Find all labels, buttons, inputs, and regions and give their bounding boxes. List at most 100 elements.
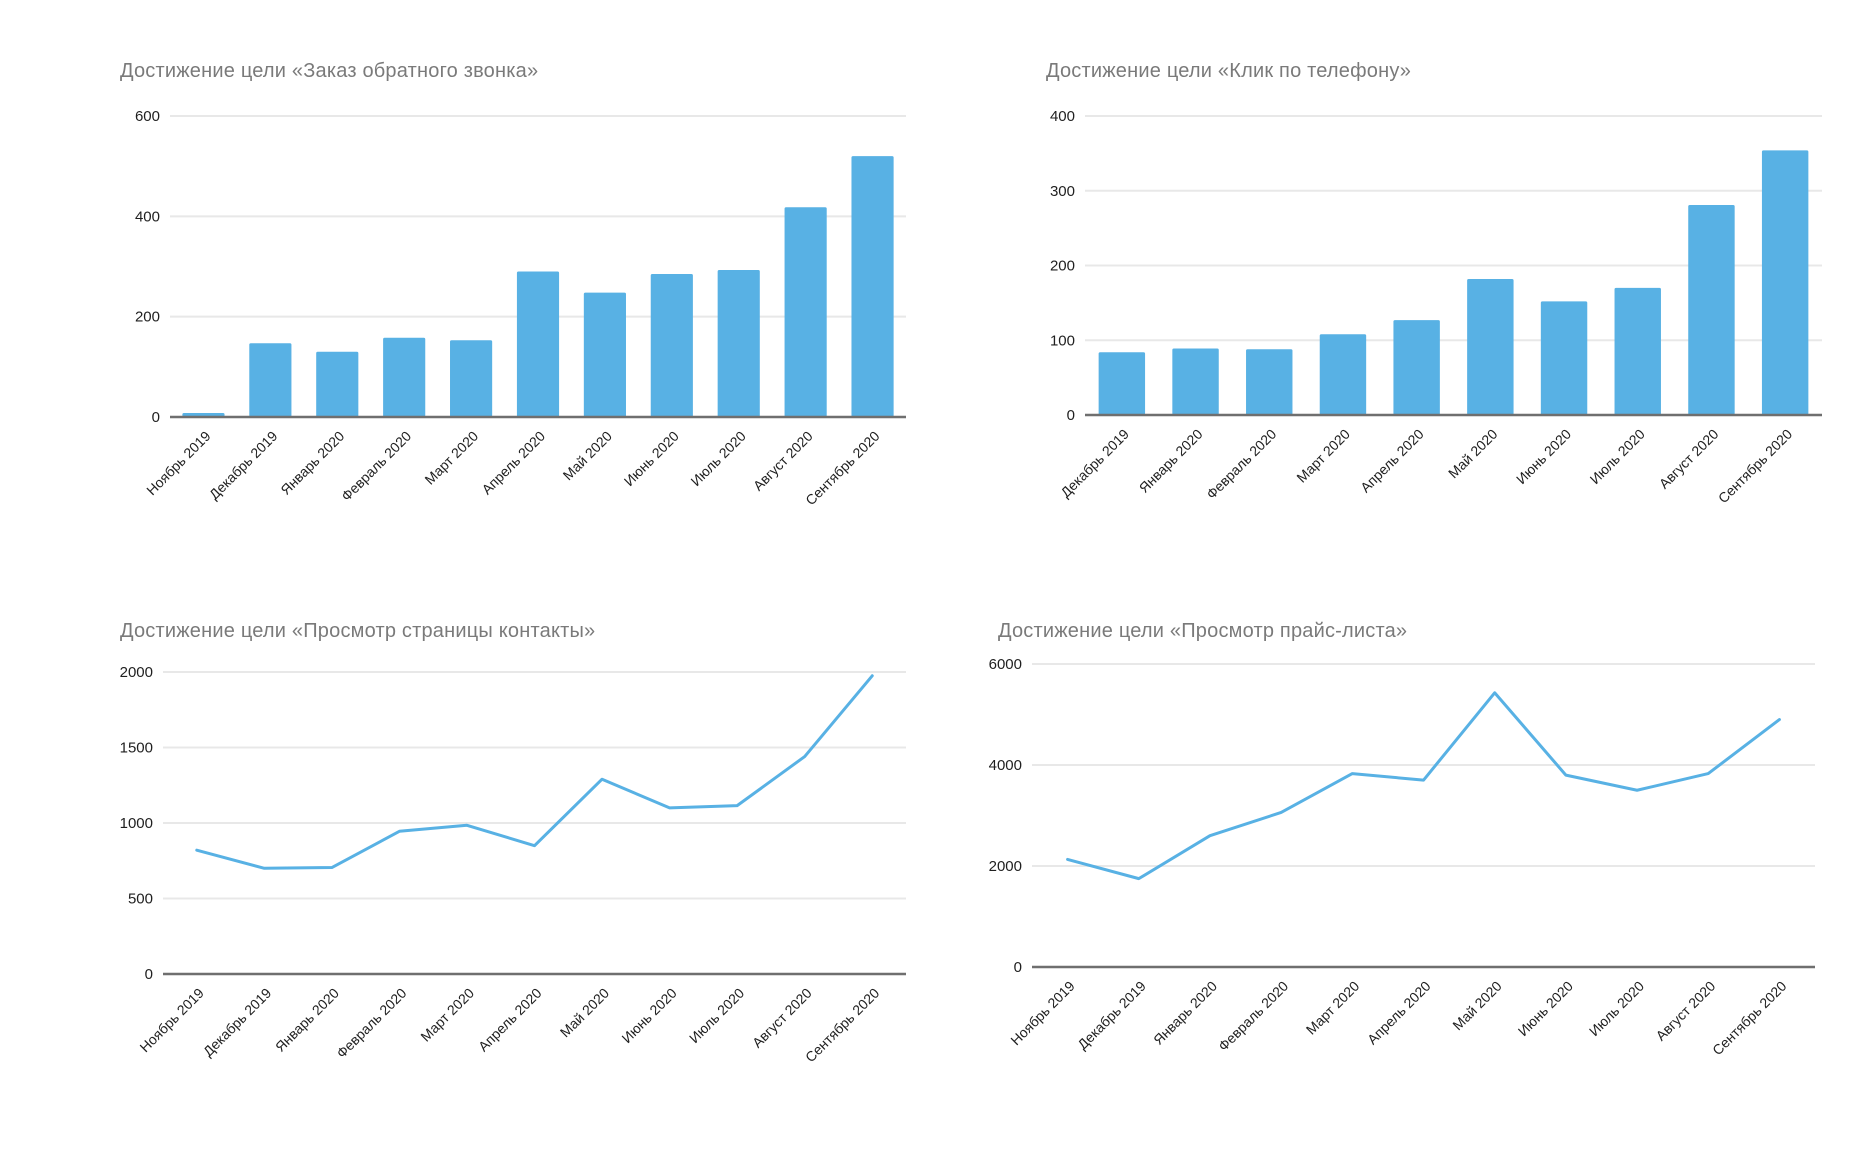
- y-axis-labels: 0 200 400 600: [135, 108, 160, 426]
- bar: [249, 343, 292, 417]
- y-tick-label: 500: [128, 891, 153, 908]
- x-tick-label: Август 2020: [749, 985, 815, 1051]
- y-tick-label: 200: [135, 309, 160, 326]
- bar: [1761, 150, 1809, 415]
- y-tick-label: 1500: [120, 740, 153, 757]
- y-tick-label: 0: [152, 409, 160, 426]
- y-tick-label: 100: [1050, 332, 1075, 349]
- data-line: [195, 674, 874, 870]
- gridlines: [1032, 663, 1815, 867]
- data-line: [1066, 691, 1781, 881]
- x-tick-label: Ноябрь 2019: [1007, 978, 1078, 1049]
- bar: [1614, 287, 1661, 415]
- x-tick-label: Февраль 2020: [338, 428, 414, 504]
- x-tick-label: Апрель 2020: [478, 428, 548, 498]
- chart-title: Достижение цели «Просмотр страницы конта…: [120, 620, 596, 642]
- x-tick-label: Декабрь 2019: [1057, 426, 1132, 501]
- bar: [1540, 301, 1588, 415]
- x-tick-label: Декабрь 2019: [200, 985, 275, 1060]
- x-tick-label: Март 2020: [421, 428, 481, 488]
- x-tick-label: Январь 2020: [272, 985, 342, 1055]
- x-tick-label: Апрель 2020: [475, 985, 545, 1055]
- bar: [1098, 352, 1146, 415]
- bar: [316, 351, 359, 417]
- x-tick-label: Апрель 2020: [1357, 426, 1427, 496]
- chart-title: Достижение цели «Клик по телефону»: [1046, 60, 1412, 82]
- bar: [784, 207, 827, 417]
- y-tick-label: 200: [1050, 258, 1075, 275]
- x-tick-label: Февраль 2020: [333, 985, 409, 1061]
- x-tick-label: Июнь 2020: [618, 985, 679, 1046]
- y-axis-labels: 0 2000 4000 6000: [989, 656, 1022, 976]
- y-tick-label: 400: [1050, 108, 1075, 125]
- y-tick-label: 4000: [989, 757, 1022, 774]
- bar: [450, 340, 493, 417]
- chart-title: Достижение цели «Просмотр прайс-листа»: [998, 620, 1408, 642]
- bar: [851, 156, 894, 417]
- bars: [182, 156, 894, 417]
- bar: [1688, 204, 1735, 415]
- x-tick-label: Апрель 2020: [1364, 978, 1434, 1048]
- x-tick-label: Сентябрь 2020: [1709, 978, 1790, 1059]
- y-tick-label: 2000: [989, 858, 1022, 875]
- chart-callback-order-goal: Достижение цели «Заказ обратного звонка»…: [40, 16, 974, 591]
- chart-price-list-goal: Достижение цели «Просмотр прайс-листа» 0…: [974, 591, 1868, 1166]
- y-axis-labels: 0 500 1000 1500 2000: [120, 664, 153, 983]
- x-tick-label: Январь 2020: [1136, 426, 1206, 496]
- bar: [650, 274, 693, 417]
- x-tick-label: Август 2020: [1656, 426, 1722, 492]
- x-tick-label: Июнь 2020: [621, 428, 682, 489]
- bar: [383, 337, 426, 417]
- x-tick-label: Август 2020: [1652, 978, 1718, 1044]
- x-tick-label: Ноябрь 2019: [143, 428, 214, 499]
- gridlines: [163, 671, 906, 900]
- x-tick-label: Май 2020: [560, 428, 616, 484]
- y-axis-labels: 0 100 200 300 400: [1050, 108, 1075, 424]
- x-tick-label: Март 2020: [1303, 978, 1363, 1038]
- y-tick-label: 300: [1050, 183, 1075, 200]
- y-tick-label: 1000: [120, 815, 153, 832]
- x-tick-label: Декабрь 2019: [1074, 978, 1149, 1053]
- y-tick-label: 400: [135, 208, 160, 225]
- bar: [1319, 334, 1367, 415]
- bar: [1246, 349, 1293, 415]
- x-tick-label: Март 2020: [1293, 426, 1353, 486]
- x-tick-label: Май 2020: [1449, 978, 1505, 1034]
- chart-contacts-page-goal: Достижение цели «Просмотр страницы конта…: [40, 591, 974, 1166]
- x-tick-label: Март 2020: [417, 985, 477, 1045]
- chart-title: Достижение цели «Заказ обратного звонка»: [120, 60, 539, 82]
- bar: [1172, 348, 1219, 415]
- x-tick-label: Январь 2020: [277, 428, 347, 498]
- y-tick-label: 6000: [989, 656, 1022, 673]
- y-tick-label: 0: [1067, 407, 1075, 424]
- x-tick-label: Май 2020: [1445, 426, 1501, 482]
- bar: [717, 270, 760, 417]
- y-tick-label: 0: [1014, 959, 1022, 976]
- x-tick-label: Сентябрь 2020: [1715, 426, 1796, 507]
- bars: [1098, 150, 1809, 415]
- y-tick-label: 600: [135, 108, 160, 125]
- chart-phone-click-goal: Достижение цели «Клик по телефону» 0 100 2…: [974, 16, 1868, 591]
- x-tick-label: Январь 2020: [1150, 978, 1220, 1048]
- x-tick-label: Ноябрь 2019: [136, 985, 207, 1056]
- bar: [1393, 320, 1440, 415]
- y-tick-label: 2000: [120, 664, 153, 681]
- x-tick-label: Июль 2020: [1586, 978, 1647, 1039]
- x-tick-label: Август 2020: [750, 428, 816, 494]
- phone-click-chart-canvas: 0 100 200 300 400 Декабрь 2019 Январь 2020Февр…: [1050, 108, 1822, 507]
- x-tick-label: Июль 2020: [687, 428, 748, 489]
- x-tick-label: Июль 2020: [1587, 426, 1648, 487]
- bar: [516, 271, 560, 417]
- bar: [1467, 278, 1514, 415]
- x-tick-label: Июнь 2020: [1515, 978, 1576, 1039]
- x-tick-label: Июнь 2020: [1513, 426, 1574, 487]
- x-tick-label: Февраль 2020: [1215, 978, 1291, 1054]
